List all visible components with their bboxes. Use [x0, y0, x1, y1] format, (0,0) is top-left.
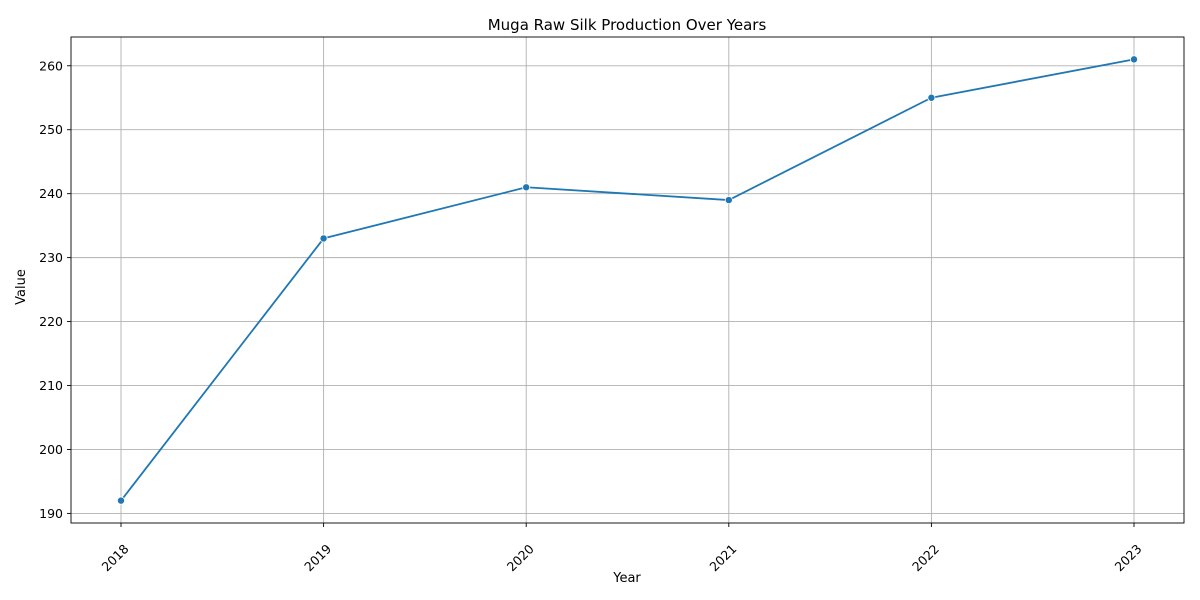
series-group [117, 55, 1139, 505]
x-tick-label: 2023 [1112, 541, 1145, 574]
x-tick-label: 2022 [909, 541, 942, 574]
x-axis-label: Year [612, 571, 641, 586]
x-tick-label: 2018 [99, 541, 132, 574]
y-tick-label: 220 [39, 314, 63, 329]
data-point [319, 234, 328, 243]
axis-ticks: 2018 2019 2020 2021 2022 2023 190 200 210 220 230 2… [39, 58, 1145, 574]
data-point [522, 183, 531, 192]
data-point [1130, 55, 1139, 64]
y-tick-label: 260 [39, 58, 63, 73]
grid-lines [71, 37, 1184, 523]
plot-area-frame [70, 36, 1185, 524]
x-tick-label: 2019 [301, 541, 334, 574]
y-tick-label: 230 [39, 250, 63, 265]
data-point [927, 93, 936, 102]
data-point [724, 196, 733, 205]
chart-title: Muga Raw Silk Production Over Years [488, 16, 767, 34]
x-tick-label: 2020 [504, 541, 537, 574]
data-point [117, 496, 126, 505]
y-tick-label: 210 [39, 378, 63, 393]
series-line [120, 58, 1135, 502]
y-tick-label: 240 [39, 186, 63, 201]
y-tick-label: 190 [39, 506, 63, 521]
y-tick-label: 250 [39, 122, 63, 137]
x-tick-label: 2021 [706, 541, 739, 574]
y-tick-label: 200 [39, 442, 63, 457]
y-axis-label: Value [14, 269, 29, 305]
